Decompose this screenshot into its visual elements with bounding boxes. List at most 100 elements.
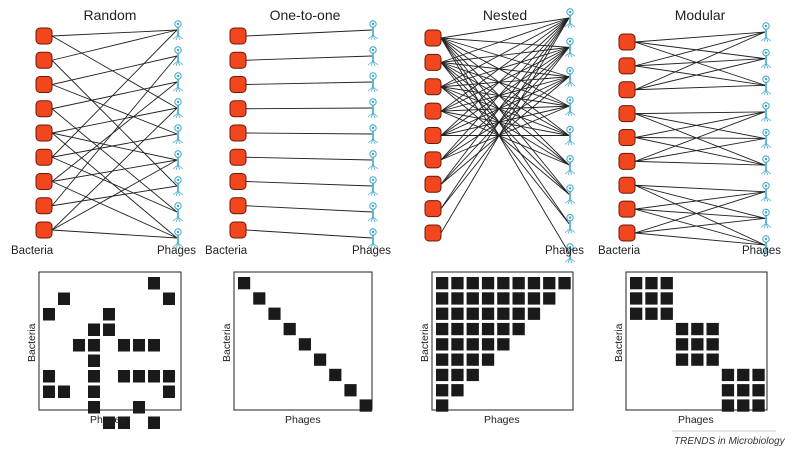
matrix-cell: [359, 399, 372, 412]
matrix-ylabel-modular: Bacteria: [613, 323, 625, 362]
interaction-edge: [440, 62, 570, 224]
interaction-edge: [440, 61, 570, 107]
matrix-cell: [133, 401, 145, 414]
matrix-cell: [451, 384, 464, 397]
interaction-edge: [634, 58, 766, 67]
bacterium-icon: [229, 197, 247, 215]
interaction-edge: [440, 86, 570, 136]
matrix-cell: [73, 339, 85, 352]
matrix-cell: [58, 385, 70, 398]
matrix-cell: [238, 277, 251, 290]
matrix-cell: [88, 401, 100, 414]
matrix-cell: [737, 399, 750, 412]
bacterium-icon: [424, 224, 442, 242]
interaction-edge: [51, 159, 178, 182]
interaction-edge: [245, 81, 373, 85]
matrix-cell: [466, 307, 479, 320]
matrix-cell: [691, 353, 704, 366]
interaction-edge: [634, 138, 766, 162]
bacterium-icon: [229, 27, 247, 45]
matrix-cell: [283, 322, 296, 336]
matrix-cell: [660, 307, 673, 320]
interaction-edge: [634, 111, 766, 115]
matrix-cell: [451, 322, 464, 336]
matrix-cell: [451, 292, 464, 305]
interaction-edge: [634, 41, 766, 60]
bacterium-icon: [35, 221, 53, 239]
matrix-cell: [481, 338, 495, 351]
bacterium-icon: [424, 102, 442, 120]
bacterium-icon: [424, 29, 442, 47]
interaction-edge: [634, 184, 766, 193]
matrix-cell: [558, 277, 571, 290]
network-nested: [424, 8, 576, 264]
interaction-edge: [245, 132, 373, 135]
bacterium-icon: [229, 221, 247, 239]
matrix-xlabel-one-to-one: Phages: [285, 414, 321, 426]
interaction-edge: [634, 113, 766, 166]
matrix-frame-modular: [625, 271, 768, 411]
matrix-random: [43, 277, 175, 429]
panel-title-modular: Modular: [675, 7, 726, 23]
interaction-edge: [245, 29, 373, 37]
matrix-cell: [148, 416, 160, 429]
interaction-edge: [440, 17, 570, 88]
interaction-edge: [440, 17, 570, 112]
matrix-modular: [630, 277, 765, 412]
matrix-cell: [481, 322, 495, 336]
matrix-frame-one-to-one: [233, 271, 373, 411]
interaction-edge: [245, 181, 373, 187]
interaction-edge: [634, 217, 766, 234]
matrix-cell: [314, 353, 327, 366]
matrix-xlabel-nested: Phages: [484, 414, 520, 426]
interaction-edge: [51, 229, 178, 239]
matrix-cell: [466, 338, 479, 351]
interaction-edge: [51, 29, 178, 37]
interaction-edge: [51, 35, 178, 109]
interaction-edge: [634, 184, 766, 219]
interaction-edge: [440, 37, 570, 136]
matrix-cell: [466, 353, 479, 366]
matrix-cell: [436, 322, 449, 336]
matrix-cell: [88, 323, 100, 336]
interaction-edge: [440, 46, 570, 112]
matrix-cell: [527, 307, 541, 320]
matrix-ylabel-nested: Bacteria: [419, 323, 431, 362]
matrix-xlabel-random: Phages: [90, 414, 126, 426]
bacterium-icon: [35, 173, 53, 190]
interaction-edge: [440, 105, 570, 161]
matrix-cell: [118, 416, 130, 429]
matrix-cell: [721, 399, 735, 412]
interaction-edge: [440, 17, 570, 39]
phage-icon: [564, 213, 576, 235]
matrix-cell: [329, 368, 342, 382]
matrix-cell: [466, 368, 479, 382]
interaction-edge: [634, 191, 766, 210]
matrix-cell: [133, 339, 145, 352]
interaction-edge: [440, 76, 570, 112]
interaction-edge: [634, 111, 766, 138]
bacterium-icon: [424, 53, 442, 71]
interaction-edge: [440, 37, 570, 254]
interaction-edge: [440, 110, 570, 136]
network-random: [35, 19, 184, 249]
matrix-cell: [706, 353, 719, 366]
bacteria-label-one-to-one: Bacteria: [205, 245, 248, 257]
bacteria-label-random: Bacteria: [11, 245, 54, 257]
matrix-xlabel-modular: Phages: [678, 414, 714, 426]
matrix-cell: [645, 307, 658, 320]
interaction-edge: [440, 17, 570, 209]
matrix-cell: [706, 338, 719, 351]
interaction-edge: [245, 107, 373, 110]
interaction-edge: [440, 76, 570, 161]
interaction-edge: [634, 41, 766, 86]
interaction-edge: [51, 108, 178, 213]
bacterium-icon: [424, 78, 442, 96]
matrix-cell: [436, 353, 449, 366]
bacterium-icon: [35, 197, 53, 215]
interaction-edge: [51, 159, 178, 231]
interaction-edge: [51, 29, 178, 61]
interaction-edge: [634, 160, 766, 166]
bacterium-icon: [618, 200, 636, 218]
bacterium-icon: [424, 151, 442, 169]
